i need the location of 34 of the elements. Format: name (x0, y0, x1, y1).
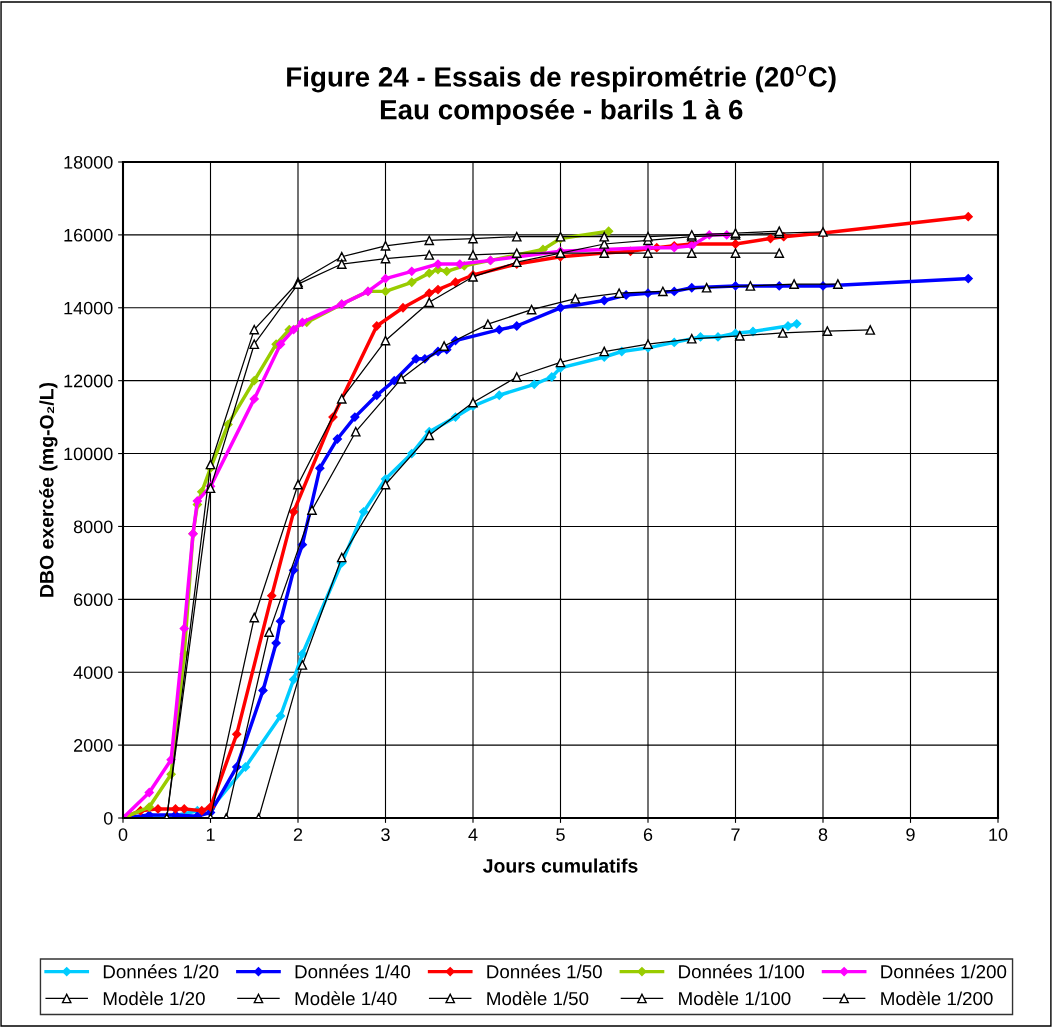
y-tick-label: 14000 (64, 301, 113, 315)
x-axis-title: Jours cumulatifs (483, 858, 638, 873)
y-tick-label: 10000 (64, 447, 113, 461)
legend-label: Modèle 1/50 (487, 991, 589, 1006)
legend-label: Modèle 1/20 (103, 991, 205, 1006)
y-tick-label: 6000 (74, 593, 113, 607)
legend-label: Données 1/100 (679, 964, 805, 979)
x-tick-label: 4 (468, 828, 478, 841)
y-tick-label: 18000 (64, 155, 113, 169)
legend-label: Données 1/40 (295, 964, 411, 979)
x-tick-label: 2 (293, 828, 303, 841)
x-tick-label: 0 (118, 828, 128, 841)
x-tick-label: 6 (643, 828, 653, 841)
legend-label: Données 1/20 (103, 964, 219, 979)
y-tick-label: 8000 (73, 520, 113, 534)
legend-label: Modèle 1/100 (679, 991, 791, 1006)
x-tick-label: 3 (381, 828, 390, 841)
legend-label: Données 1/50 (487, 964, 602, 979)
y-tick-label: 4000 (73, 666, 113, 679)
chart-title: Figure 24 - Essais de respirométrie (20$^{o}$C) Eau composée - barils 1 à 6 (287, 64, 836, 126)
y-tick-label: 16000 (64, 228, 113, 242)
x-tick-label: 1 (206, 828, 215, 841)
y-axis-title: DBO exercée (mg-O₂/L) (39, 382, 58, 597)
x-tick-label: 9 (906, 828, 915, 841)
legend-label: Données 1/200 (881, 964, 1007, 979)
y-tick-label: 12000 (64, 374, 113, 388)
x-tick-label: 10 (989, 828, 1008, 841)
x-tick-label: 5 (556, 828, 565, 841)
x-tick-label: 8 (818, 828, 828, 841)
x-tick-label: 7 (731, 828, 740, 841)
legend-label: Modèle 1/40 (295, 991, 397, 1006)
y-tick-label: 0 (103, 811, 113, 825)
legend-label: Modèle 1/200 (881, 991, 993, 1006)
y-tick-label: 2000 (74, 739, 113, 752)
